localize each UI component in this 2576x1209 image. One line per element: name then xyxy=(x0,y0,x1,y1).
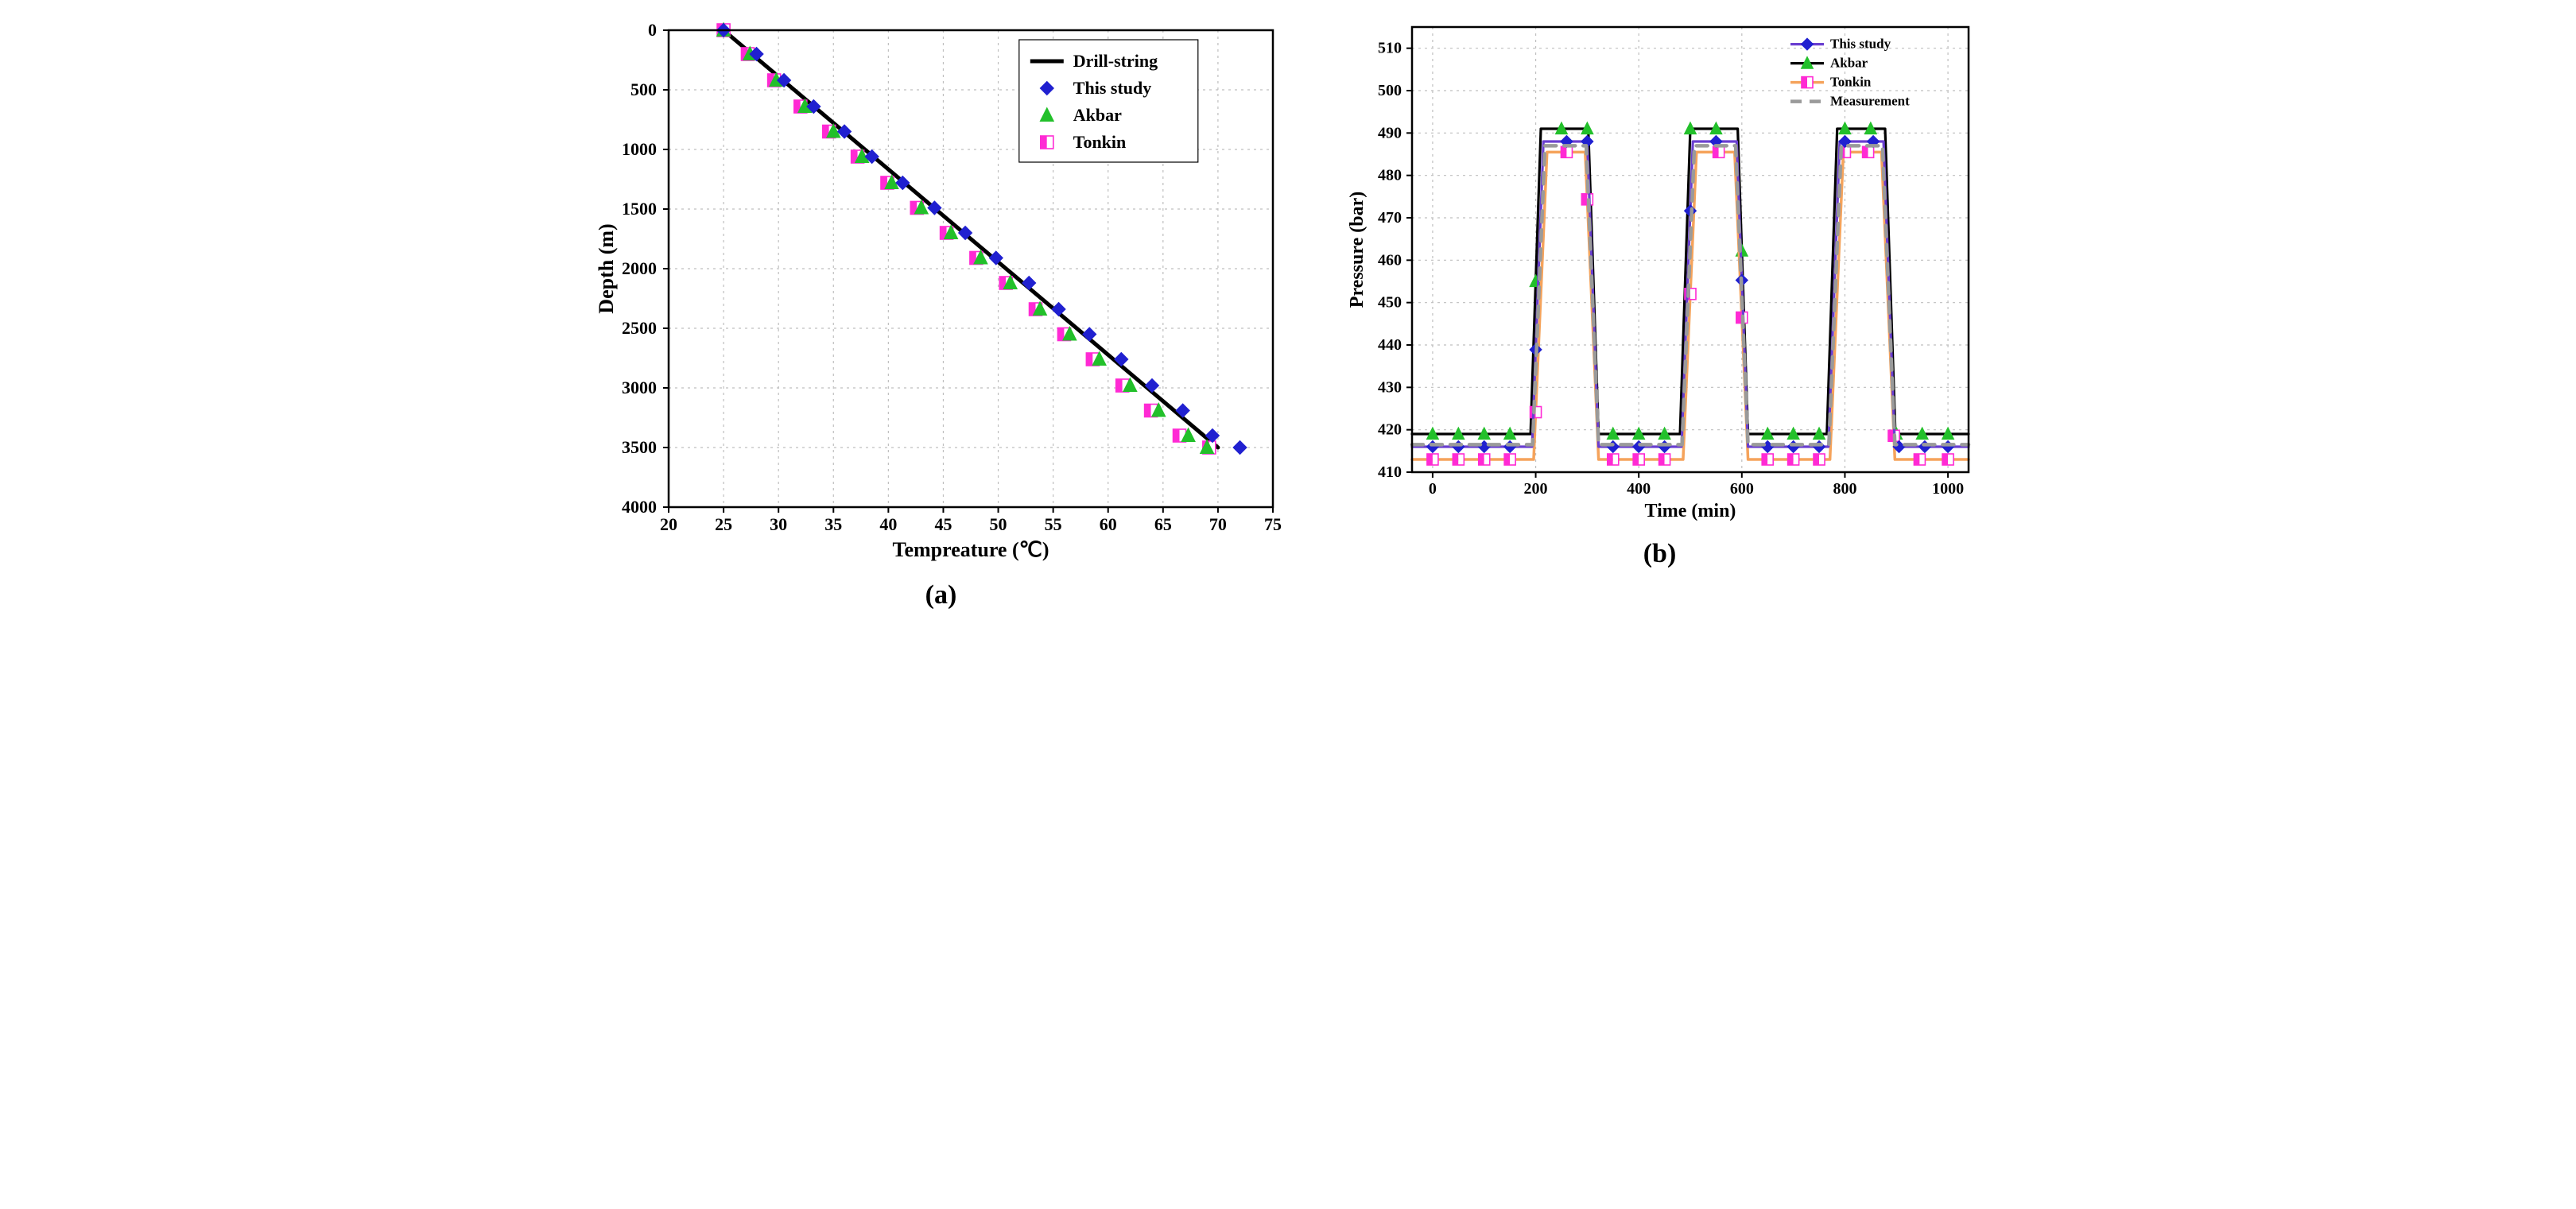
panel-a: 20 25 30 35 40 45 50 55 60 65 70 75 0 500 1000 1500 2000… xyxy=(593,16,1289,610)
svg-text:420: 420 xyxy=(1378,421,1402,439)
svg-text:400: 400 xyxy=(1627,480,1651,498)
y-axis-label: Depth (m) xyxy=(595,223,618,313)
svg-text:410: 410 xyxy=(1378,463,1402,481)
axes: 0 200 400 600 800 1000 410 420 430 440 450 460 470 48… xyxy=(1347,40,1964,521)
svg-text:3500: 3500 xyxy=(622,437,657,457)
svg-text:20: 20 xyxy=(660,514,677,534)
svg-text:25: 25 xyxy=(715,514,732,534)
left-chart-svg: 20 25 30 35 40 45 50 55 60 65 70 75 0 500 1000 1500 2000… xyxy=(593,16,1289,571)
svg-text:200: 200 xyxy=(1524,480,1548,498)
svg-text:480: 480 xyxy=(1378,167,1402,184)
svg-text:50: 50 xyxy=(990,514,1007,534)
svg-text:510: 510 xyxy=(1378,40,1402,57)
svg-text:70: 70 xyxy=(1209,514,1227,534)
legend: This study Akbar Tonkin Measurement xyxy=(1790,37,1910,109)
svg-text:430: 430 xyxy=(1378,378,1402,396)
svg-text:This study: This study xyxy=(1073,78,1151,98)
svg-text:Akbar: Akbar xyxy=(1073,105,1122,125)
svg-text:Tonkin: Tonkin xyxy=(1073,132,1126,152)
panel-b: 0 200 400 600 800 1000 410 420 430 440 450 460 470 48… xyxy=(1336,16,1983,569)
svg-text:75: 75 xyxy=(1264,514,1282,534)
svg-text:30: 30 xyxy=(770,514,787,534)
svg-text:60: 60 xyxy=(1100,514,1117,534)
svg-text:600: 600 xyxy=(1730,480,1754,498)
svg-text:440: 440 xyxy=(1378,336,1402,354)
svg-text:1500: 1500 xyxy=(622,199,657,219)
x-axis-label: Time (min) xyxy=(1645,501,1736,521)
caption-b: (b) xyxy=(1643,539,1677,569)
series-group xyxy=(1412,122,1969,465)
svg-text:1000: 1000 xyxy=(622,139,657,159)
svg-text:35: 35 xyxy=(824,514,842,534)
svg-text:2000: 2000 xyxy=(622,258,657,278)
y-axis-label: Pressure (bar) xyxy=(1347,192,1368,308)
legend: Drill-string This study Akbar Tonkin xyxy=(1019,40,1198,162)
caption-a: (a) xyxy=(925,580,957,610)
svg-text:470: 470 xyxy=(1378,209,1402,227)
svg-text:This study: This study xyxy=(1830,37,1891,52)
svg-text:65: 65 xyxy=(1154,514,1172,534)
svg-text:0: 0 xyxy=(648,20,657,40)
svg-text:800: 800 xyxy=(1833,480,1856,498)
svg-text:500: 500 xyxy=(1378,82,1402,99)
svg-text:Tonkin: Tonkin xyxy=(1830,75,1872,90)
svg-text:3000: 3000 xyxy=(622,378,657,397)
figure-container: 2025303540455055606570750500100015002000… xyxy=(0,0,2576,626)
svg-text:460: 460 xyxy=(1378,251,1402,269)
svg-text:55: 55 xyxy=(1045,514,1062,534)
svg-text:490: 490 xyxy=(1378,124,1402,141)
svg-text:45: 45 xyxy=(934,514,952,534)
svg-text:500: 500 xyxy=(630,79,657,99)
svg-text:Akbar: Akbar xyxy=(1830,56,1868,71)
svg-text:40: 40 xyxy=(879,514,897,534)
svg-text:1000: 1000 xyxy=(1932,480,1964,498)
svg-text:2500: 2500 xyxy=(622,318,657,338)
svg-text:Drill-string: Drill-string xyxy=(1073,51,1158,71)
svg-text:450: 450 xyxy=(1378,294,1402,312)
svg-text:4000: 4000 xyxy=(622,497,657,517)
svg-text:0: 0 xyxy=(1429,480,1437,498)
x-axis-label: Tempreature (℃) xyxy=(893,538,1049,561)
svg-text:Measurement: Measurement xyxy=(1830,94,1910,109)
right-chart-svg: 0 200 400 600 800 1000 410 420 430 440 450 460 470 48… xyxy=(1336,16,1983,529)
